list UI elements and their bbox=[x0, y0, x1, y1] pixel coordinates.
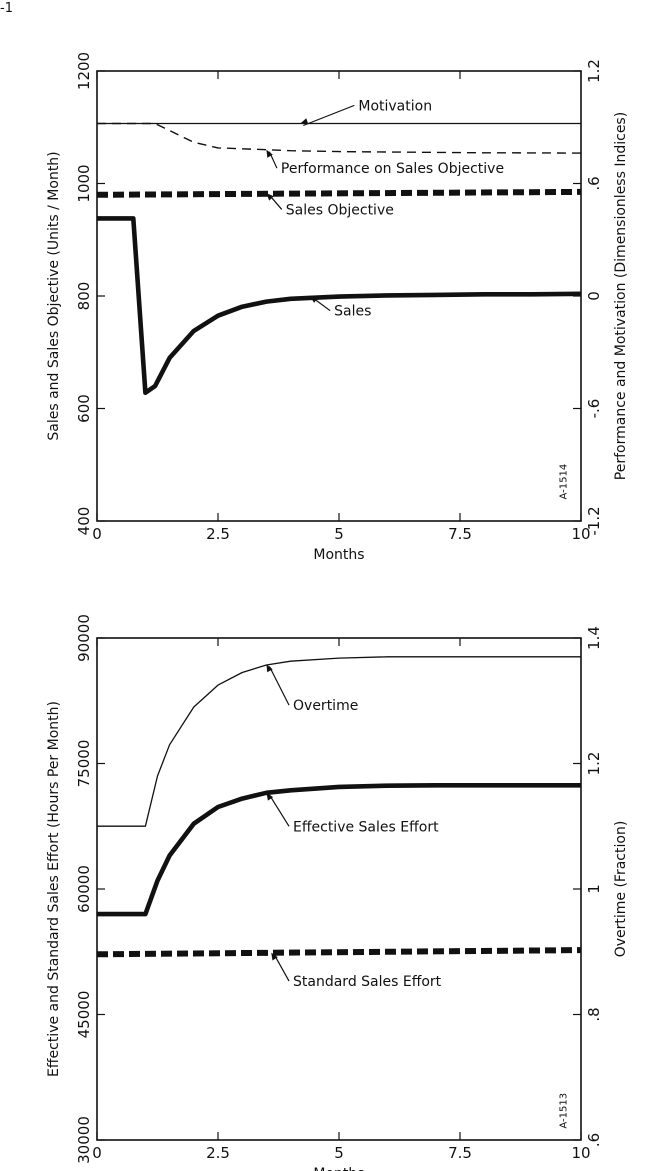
series-line-1 bbox=[97, 122, 582, 154]
series-line-3 bbox=[97, 216, 582, 396]
y-right-tick-label: 1.4 bbox=[585, 626, 603, 650]
x-tick-label: 5 bbox=[334, 525, 344, 543]
arrow-head bbox=[271, 952, 278, 961]
x-tick-label: 5 bbox=[334, 1144, 344, 1162]
chart-sales-effort: 0 2.5 5 7.5 10 30000 45000 60000 75000 90000 .6 .8 1… bbox=[46, 614, 629, 1171]
series-label: Performance on Sales Objective bbox=[281, 161, 504, 177]
y-left-tick-label: 75000 bbox=[75, 740, 93, 788]
y-left-tick-label: 30000 bbox=[75, 1116, 93, 1164]
y-right-tick-label: .8 bbox=[585, 1007, 603, 1021]
y-left-tick-label: 800 bbox=[75, 282, 93, 311]
series-label: Sales bbox=[334, 304, 371, 320]
y-left-axis-title: Sales and Sales Objective (Units / Month… bbox=[46, 151, 62, 440]
chart-sales: 0 2.5 5 7.5 10 400 600 800 1000 1200 -1.2 -.6 0 .6 1.2… bbox=[46, 52, 629, 563]
series-line-1 bbox=[97, 782, 581, 917]
page-label: -1 bbox=[0, 1, 13, 16]
y-right-tick-label: 0 bbox=[585, 291, 603, 301]
x-tick-label: 10 bbox=[571, 1144, 590, 1162]
arrow-head bbox=[266, 193, 274, 201]
y-right-axis-title: Performance and Motivation (Dimensionles… bbox=[613, 112, 629, 480]
y-right-axis-title: Overtime (Fraction) bbox=[613, 821, 629, 958]
x-tick-label: 7.5 bbox=[448, 525, 472, 543]
series-line-2 bbox=[96, 947, 582, 958]
y-right-tick-label: 1.2 bbox=[585, 59, 603, 83]
arrow-head bbox=[309, 296, 318, 303]
y-left-tick-label: 60000 bbox=[75, 865, 93, 913]
arrow-head bbox=[266, 664, 273, 673]
y-left-tick-label: 600 bbox=[75, 394, 93, 423]
arrow-head bbox=[300, 118, 309, 125]
y-left-tick-label: 1000 bbox=[75, 164, 93, 202]
series-label-leader bbox=[268, 666, 290, 706]
series-line-0 bbox=[97, 656, 581, 827]
x-axis-title: Months bbox=[313, 547, 364, 563]
y-left-tick-label: 1200 bbox=[75, 52, 93, 90]
x-tick-label: 0 bbox=[92, 525, 102, 543]
series-label: Effective Sales Effort bbox=[293, 819, 439, 835]
y-right-tick-label: -1.2 bbox=[585, 506, 603, 535]
figure-id: A-1514 bbox=[558, 464, 569, 500]
series-label: Motivation bbox=[358, 98, 432, 114]
series-label-leader bbox=[303, 104, 355, 127]
x-axis-title: Months bbox=[313, 1166, 364, 1171]
y-right-tick-label: 1.2 bbox=[585, 752, 603, 776]
y-left-axis-title: Effective and Standard Sales Effort (Hou… bbox=[46, 701, 62, 1077]
x-tick-label: 0 bbox=[92, 1144, 102, 1162]
series-label: Standard Sales Effort bbox=[293, 974, 442, 990]
figure-id: A-1513 bbox=[558, 1093, 569, 1129]
y-left-tick-label: 45000 bbox=[75, 991, 93, 1039]
x-tick-label: 2.5 bbox=[206, 1144, 230, 1162]
arrow-head bbox=[266, 149, 273, 158]
x-tick-label: 10 bbox=[571, 525, 590, 543]
arrow-head bbox=[266, 792, 274, 801]
x-tick-label: 2.5 bbox=[206, 525, 230, 543]
x-tick-label: 7.5 bbox=[448, 1144, 472, 1162]
y-left-tick-label: 400 bbox=[75, 507, 93, 536]
y-right-tick-label: -.6 bbox=[585, 399, 603, 419]
series-label-leader bbox=[268, 794, 290, 827]
series-label-leader bbox=[273, 954, 290, 982]
y-right-tick-label: .6 bbox=[585, 176, 603, 190]
series-line-2 bbox=[96, 188, 582, 198]
series-label: Overtime bbox=[293, 698, 358, 714]
y-right-tick-label: .6 bbox=[585, 1133, 603, 1147]
y-right-tick-label: 1 bbox=[585, 884, 603, 894]
y-left-tick-label: 90000 bbox=[75, 614, 93, 662]
series-label: Sales Objective bbox=[286, 202, 394, 218]
